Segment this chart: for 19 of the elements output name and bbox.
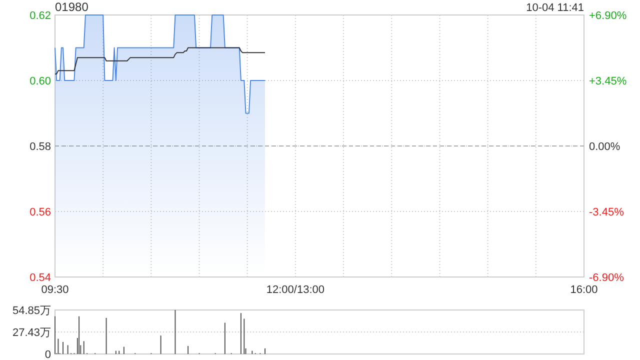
- y2-tick-label: 0.00%: [589, 141, 620, 153]
- y2-tick-label: -6.90%: [589, 272, 624, 284]
- y2-tick-label: +6.90%: [589, 10, 627, 22]
- y-tick-label: 0.60: [30, 76, 51, 88]
- line-series: [54, 47, 266, 74]
- text: 10-04 11:41: [526, 2, 584, 14]
- x-tick-label: 09:30: [41, 284, 69, 296]
- y2-tick-label: +3.45%: [589, 76, 627, 88]
- x-tick-label: 16:00: [570, 284, 598, 296]
- y2-tick-label: -3.45%: [589, 206, 624, 218]
- y-tick-label: 0.54: [30, 272, 51, 284]
- y-tick-label: 0: [44, 349, 51, 360]
- y-tick-label: 0.62: [30, 10, 51, 22]
- chart-title: 01980: [55, 0, 89, 14]
- y-tick-label: 0.56: [30, 206, 51, 218]
- y-tick-label: 54.85万: [12, 305, 51, 317]
- y-tick-label: 27.43万: [12, 326, 51, 339]
- x-tick-label: 12:00/13:00: [266, 284, 325, 296]
- y-tick-label: 0.58: [30, 141, 51, 153]
